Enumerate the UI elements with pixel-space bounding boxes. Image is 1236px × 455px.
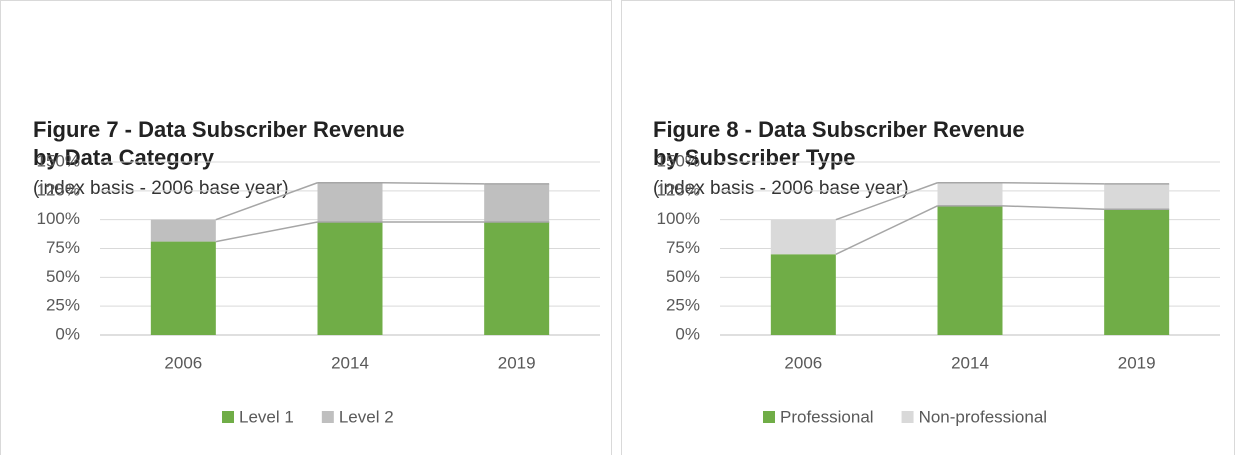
y-tick-label: 25% bbox=[46, 296, 80, 315]
series-line bbox=[1002, 205, 1105, 211]
panel-border bbox=[621, 0, 1235, 455]
bar-segment bbox=[770, 219, 836, 255]
legend-swatch bbox=[321, 411, 334, 423]
bar-segment bbox=[937, 205, 1003, 335]
x-tick-label: 2006 bbox=[784, 353, 822, 372]
y-tick-label: 75% bbox=[46, 238, 80, 257]
x-tick-label: 2014 bbox=[331, 353, 369, 372]
x-tick-label: 2006 bbox=[164, 353, 202, 372]
legend-swatch bbox=[763, 411, 775, 423]
bar-segment bbox=[484, 221, 550, 335]
chart-subtitle: (index basis - 2006 base year) bbox=[33, 178, 289, 199]
y-tick-label: 0% bbox=[675, 324, 700, 343]
bar-segment bbox=[770, 254, 836, 335]
legend-swatch bbox=[901, 411, 914, 423]
x-tick-label: 2019 bbox=[1118, 353, 1156, 372]
chart-title: by Subscriber Type bbox=[653, 145, 856, 170]
x-tick-label: 2019 bbox=[498, 353, 536, 372]
panel-border bbox=[0, 0, 612, 455]
series-line bbox=[1002, 182, 1105, 185]
legend-label: Level 1 bbox=[239, 407, 294, 426]
series-line bbox=[215, 221, 318, 243]
bar-segment bbox=[937, 182, 1003, 206]
bar-segment bbox=[484, 183, 550, 222]
chart-title: by Data Category bbox=[33, 145, 215, 170]
bar-segment bbox=[1104, 209, 1170, 335]
chart-title: Figure 8 - Data Subscriber Revenue bbox=[653, 117, 1025, 142]
legend-label: Non-professional bbox=[919, 407, 1048, 426]
y-tick-label: 75% bbox=[666, 238, 700, 257]
y-tick-label: 100% bbox=[37, 209, 80, 228]
y-tick-label: 150% bbox=[657, 151, 700, 170]
bar-segment bbox=[317, 182, 383, 222]
chart-subtitle: (index basis - 2006 base year) bbox=[653, 178, 909, 199]
series-line bbox=[835, 182, 938, 221]
y-tick-label: 50% bbox=[666, 267, 700, 286]
chart-title: Figure 7 - Data Subscriber Revenue bbox=[33, 117, 405, 142]
y-tick-label: 100% bbox=[657, 209, 700, 228]
series-line bbox=[835, 205, 938, 255]
legend-label: Professional bbox=[780, 407, 874, 426]
legend-swatch bbox=[222, 411, 234, 423]
y-tick-label: 25% bbox=[666, 296, 700, 315]
y-tick-label: 125% bbox=[657, 180, 700, 199]
y-tick-label: 125% bbox=[37, 180, 80, 199]
x-tick-label: 2014 bbox=[951, 353, 989, 372]
bar-segment bbox=[150, 219, 216, 242]
series-line bbox=[382, 182, 485, 185]
y-tick-label: 150% bbox=[37, 151, 80, 170]
legend-label: Level 2 bbox=[339, 407, 394, 426]
bar-segment bbox=[317, 221, 383, 335]
bar-segment bbox=[1104, 183, 1170, 210]
y-tick-label: 0% bbox=[55, 324, 80, 343]
series-line bbox=[215, 182, 318, 221]
y-tick-label: 50% bbox=[46, 267, 80, 286]
bar-segment bbox=[150, 241, 216, 335]
